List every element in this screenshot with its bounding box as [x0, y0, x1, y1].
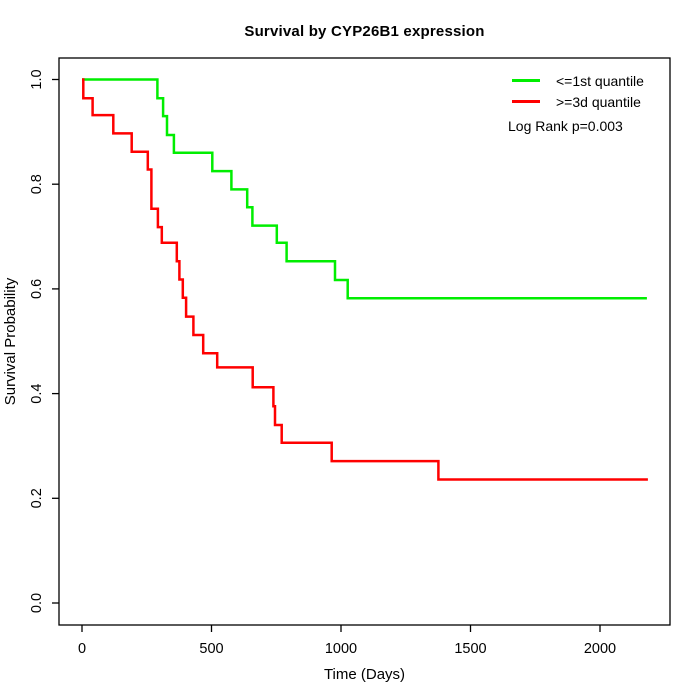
x-axis-title: Time (Days) [324, 666, 405, 683]
y-tick-label: 0.2 [29, 488, 45, 508]
y-tick-label: 0.8 [29, 174, 45, 194]
legend-label-high: >=3d quantile [556, 93, 641, 110]
legend-line-green-icon [512, 79, 540, 82]
y-axis-title: Survival Probability [2, 277, 19, 405]
survival-curve-low-expression [82, 78, 647, 300]
legend-item-high-expression: >=3d quantile [512, 91, 644, 112]
y-tick-label: 0.0 [29, 593, 45, 613]
x-tick-label: 500 [199, 641, 223, 657]
legend-label-low: <=1st quantile [556, 72, 644, 89]
x-tick-label: 1000 [325, 641, 357, 657]
log-rank-annotation: Log Rank p=0.003 [508, 118, 623, 134]
y-tick-label: 0.6 [29, 279, 45, 299]
y-tick-label: 0.4 [29, 384, 45, 404]
legend: <=1st quantile >=3d quantile [512, 70, 644, 112]
chart-title: Survival by CYP26B1 expression [244, 23, 485, 40]
legend-line-red-icon [512, 100, 540, 103]
x-tick-label: 1500 [454, 641, 486, 657]
legend-item-low-expression: <=1st quantile [512, 70, 644, 91]
x-tick-label: 0 [78, 641, 86, 657]
survival-curve-high-expression [82, 78, 648, 481]
y-tick-label: 1.0 [29, 69, 45, 89]
x-tick-label: 2000 [584, 641, 616, 657]
plot-box [58, 57, 671, 626]
